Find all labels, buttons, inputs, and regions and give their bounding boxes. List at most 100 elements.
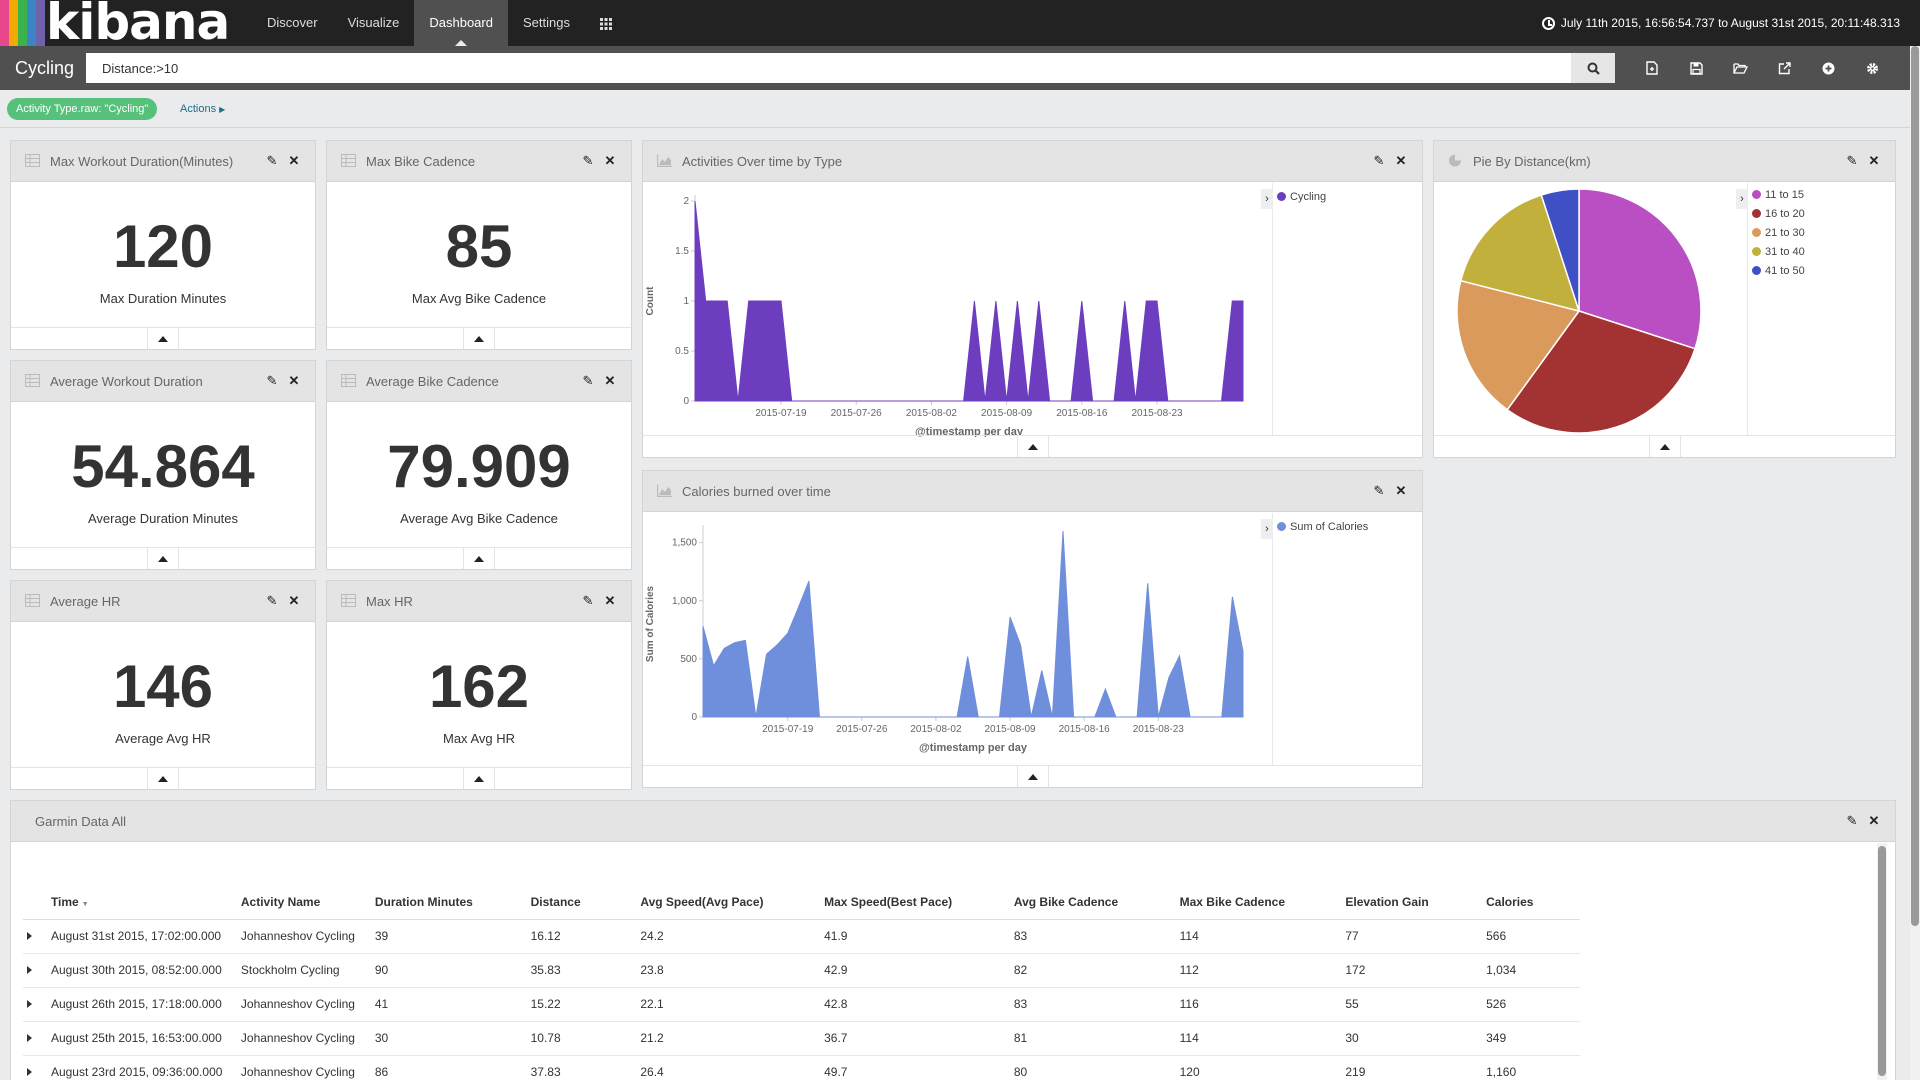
edit-pencil-icon[interactable]: ✎ bbox=[582, 373, 594, 388]
spy-toggle-button[interactable] bbox=[1016, 765, 1049, 787]
spy-toggle-button[interactable] bbox=[147, 767, 179, 789]
spy-toggle-button[interactable] bbox=[147, 547, 179, 569]
series-area[interactable] bbox=[694, 200, 1244, 402]
table-scrollbar[interactable] bbox=[1877, 843, 1887, 1080]
close-icon[interactable]: ✕ bbox=[1868, 153, 1880, 168]
tab-visualize[interactable]: Visualize bbox=[347, 15, 400, 30]
edit-pencil-icon[interactable]: ✎ bbox=[266, 373, 278, 388]
expand-row-toggle[interactable] bbox=[23, 1055, 45, 1080]
close-icon[interactable]: ✕ bbox=[288, 153, 300, 168]
add-visualization-button[interactable] bbox=[1806, 46, 1850, 90]
table-scroll-area[interactable]: Time ▼ Activity Name Duration Minutes Distan… bbox=[11, 843, 1891, 1080]
column-header[interactable]: Elevation Gain bbox=[1339, 843, 1481, 920]
legend-item[interactable]: 11 to 15 bbox=[1748, 185, 1895, 204]
spy-toggle-button[interactable] bbox=[463, 767, 495, 789]
share-dashboard-button[interactable] bbox=[1762, 46, 1806, 90]
page-scrollbar-thumb[interactable] bbox=[1911, 46, 1919, 926]
tab-settings[interactable]: Settings bbox=[522, 15, 570, 30]
pie-slice[interactable] bbox=[1456, 279, 1581, 411]
filter-actions-menu[interactable]: Actions ▶ bbox=[180, 98, 225, 120]
sort-caret-icon[interactable]: ▼ bbox=[81, 900, 89, 908]
spy-toggle-button[interactable] bbox=[1016, 435, 1049, 457]
series-area[interactable] bbox=[702, 530, 1244, 718]
table-row[interactable]: August 25th 2015, 16:53:00.000 Johannesho… bbox=[23, 1021, 1580, 1056]
expand-row-toggle[interactable] bbox=[23, 987, 45, 1022]
table-row[interactable]: August 26th 2015, 17:18:00.000 Johannesho… bbox=[23, 987, 1580, 1022]
close-icon[interactable]: ✕ bbox=[1395, 153, 1407, 168]
legend-item-sum-of-calories[interactable]: Sum of Calories bbox=[1273, 517, 1422, 536]
legend-toggle-icon[interactable]: › bbox=[1261, 519, 1273, 539]
pie-slice[interactable] bbox=[1506, 310, 1696, 434]
table-row[interactable]: August 31st 2015, 17:02:00.000 Johannesho… bbox=[23, 919, 1580, 954]
table-row[interactable]: August 23rd 2015, 09:36:00.000 Johannesho… bbox=[23, 1055, 1580, 1080]
metric-panel: Average Workout Duration ✎ ✕ 54.864 Average … bbox=[10, 360, 316, 570]
column-header[interactable]: Activity Name bbox=[234, 843, 369, 920]
page-scrollbar[interactable] bbox=[1910, 46, 1920, 1080]
column-header[interactable]: Avg Bike Cadence bbox=[1007, 843, 1174, 920]
tab-discover[interactable]: Discover bbox=[267, 15, 318, 30]
table-cell: 16.12 bbox=[524, 919, 635, 954]
table-cell: 55 bbox=[1339, 987, 1481, 1022]
spy-toggle-button[interactable] bbox=[1648, 435, 1681, 457]
kibana-logo[interactable]: kibana bbox=[0, 0, 252, 46]
close-icon[interactable]: ✕ bbox=[1395, 483, 1407, 498]
tab-dashboard[interactable]: Dashboard bbox=[414, 0, 508, 46]
table-row[interactable]: August 30th 2015, 08:52:00.000 Stockholm … bbox=[23, 953, 1580, 988]
column-header[interactable]: Max Speed(Best Pace) bbox=[818, 843, 1008, 920]
column-header[interactable]: Avg Speed(Avg Pace) bbox=[634, 843, 819, 920]
column-header[interactable]: Calories bbox=[1480, 843, 1580, 920]
legend-toggle-icon[interactable]: › bbox=[1736, 189, 1748, 209]
close-icon[interactable]: ✕ bbox=[604, 153, 616, 168]
legend-item-cycling[interactable]: Cycling bbox=[1273, 187, 1422, 206]
edit-pencil-icon[interactable]: ✎ bbox=[582, 593, 594, 608]
spy-toggle-button[interactable] bbox=[463, 327, 495, 349]
edit-pencil-icon[interactable]: ✎ bbox=[1373, 153, 1385, 168]
legend-item[interactable]: 16 to 20 bbox=[1748, 204, 1895, 223]
close-icon[interactable]: ✕ bbox=[288, 593, 300, 608]
column-header[interactable]: Duration Minutes bbox=[368, 843, 525, 920]
open-dashboard-button[interactable] bbox=[1718, 46, 1762, 90]
table-cell: 24.2 bbox=[634, 919, 819, 954]
close-icon[interactable]: ✕ bbox=[288, 373, 300, 388]
panel-title: Max HR bbox=[366, 594, 413, 609]
metric-label: Average Avg Bike Cadence bbox=[400, 511, 558, 526]
time-picker[interactable]: July 11th 2015, 16:56:54.737 to August 3… bbox=[1541, 0, 1900, 46]
legend-item[interactable]: 31 to 40 bbox=[1748, 242, 1895, 261]
spy-toggle-button[interactable] bbox=[147, 327, 179, 349]
column-header[interactable]: Max Bike Cadence bbox=[1173, 843, 1340, 920]
pie-slice[interactable] bbox=[1578, 188, 1702, 350]
edit-pencil-icon[interactable]: ✎ bbox=[1846, 153, 1858, 168]
pie-slice[interactable] bbox=[1459, 194, 1581, 313]
search-button[interactable] bbox=[1571, 53, 1615, 83]
calories-area-chart: 0 500 1,000 1,500 2015-07-19 2015-07-26 2015-0… bbox=[645, 525, 1244, 754]
column-header[interactable]: Time ▼ bbox=[44, 843, 235, 920]
apps-grid-button[interactable] bbox=[585, 0, 627, 46]
edit-pencil-icon[interactable]: ✎ bbox=[1846, 813, 1858, 828]
pie-legend: › 11 to 15 16 to 20 21 to 30 31 to 40 41 to … bbox=[1736, 183, 1895, 435]
expand-row-toggle[interactable] bbox=[23, 919, 45, 954]
new-dashboard-button[interactable] bbox=[1630, 46, 1674, 90]
column-header-label: Duration Minutes bbox=[374, 894, 473, 909]
close-icon[interactable]: ✕ bbox=[604, 373, 616, 388]
query-input[interactable] bbox=[86, 53, 1571, 83]
legend-toggle-icon[interactable]: › bbox=[1261, 189, 1273, 209]
pie-slice[interactable] bbox=[1540, 188, 1580, 312]
close-icon[interactable]: ✕ bbox=[604, 593, 616, 608]
filter-pill[interactable]: Activity Type.raw: "Cycling" bbox=[7, 98, 158, 120]
legend-item[interactable]: 41 to 50 bbox=[1748, 261, 1895, 280]
edit-pencil-icon[interactable]: ✎ bbox=[582, 153, 594, 168]
edit-pencil-icon[interactable]: ✎ bbox=[266, 153, 278, 168]
expand-column-header bbox=[23, 843, 45, 920]
save-dashboard-button[interactable] bbox=[1674, 46, 1718, 90]
scrollbar-thumb[interactable] bbox=[1878, 846, 1886, 1076]
edit-pencil-icon[interactable]: ✎ bbox=[266, 593, 278, 608]
expand-row-toggle[interactable] bbox=[23, 1021, 45, 1056]
expand-row-toggle[interactable] bbox=[23, 953, 45, 988]
column-header[interactable]: Distance bbox=[524, 843, 635, 920]
options-button[interactable] bbox=[1850, 46, 1894, 90]
edit-pencil-icon[interactable]: ✎ bbox=[1373, 483, 1385, 498]
close-icon[interactable]: ✕ bbox=[1868, 813, 1880, 828]
spy-toggle-button[interactable] bbox=[463, 547, 495, 569]
table-cell: 120 bbox=[1173, 1055, 1340, 1080]
legend-item[interactable]: 21 to 30 bbox=[1748, 223, 1895, 242]
